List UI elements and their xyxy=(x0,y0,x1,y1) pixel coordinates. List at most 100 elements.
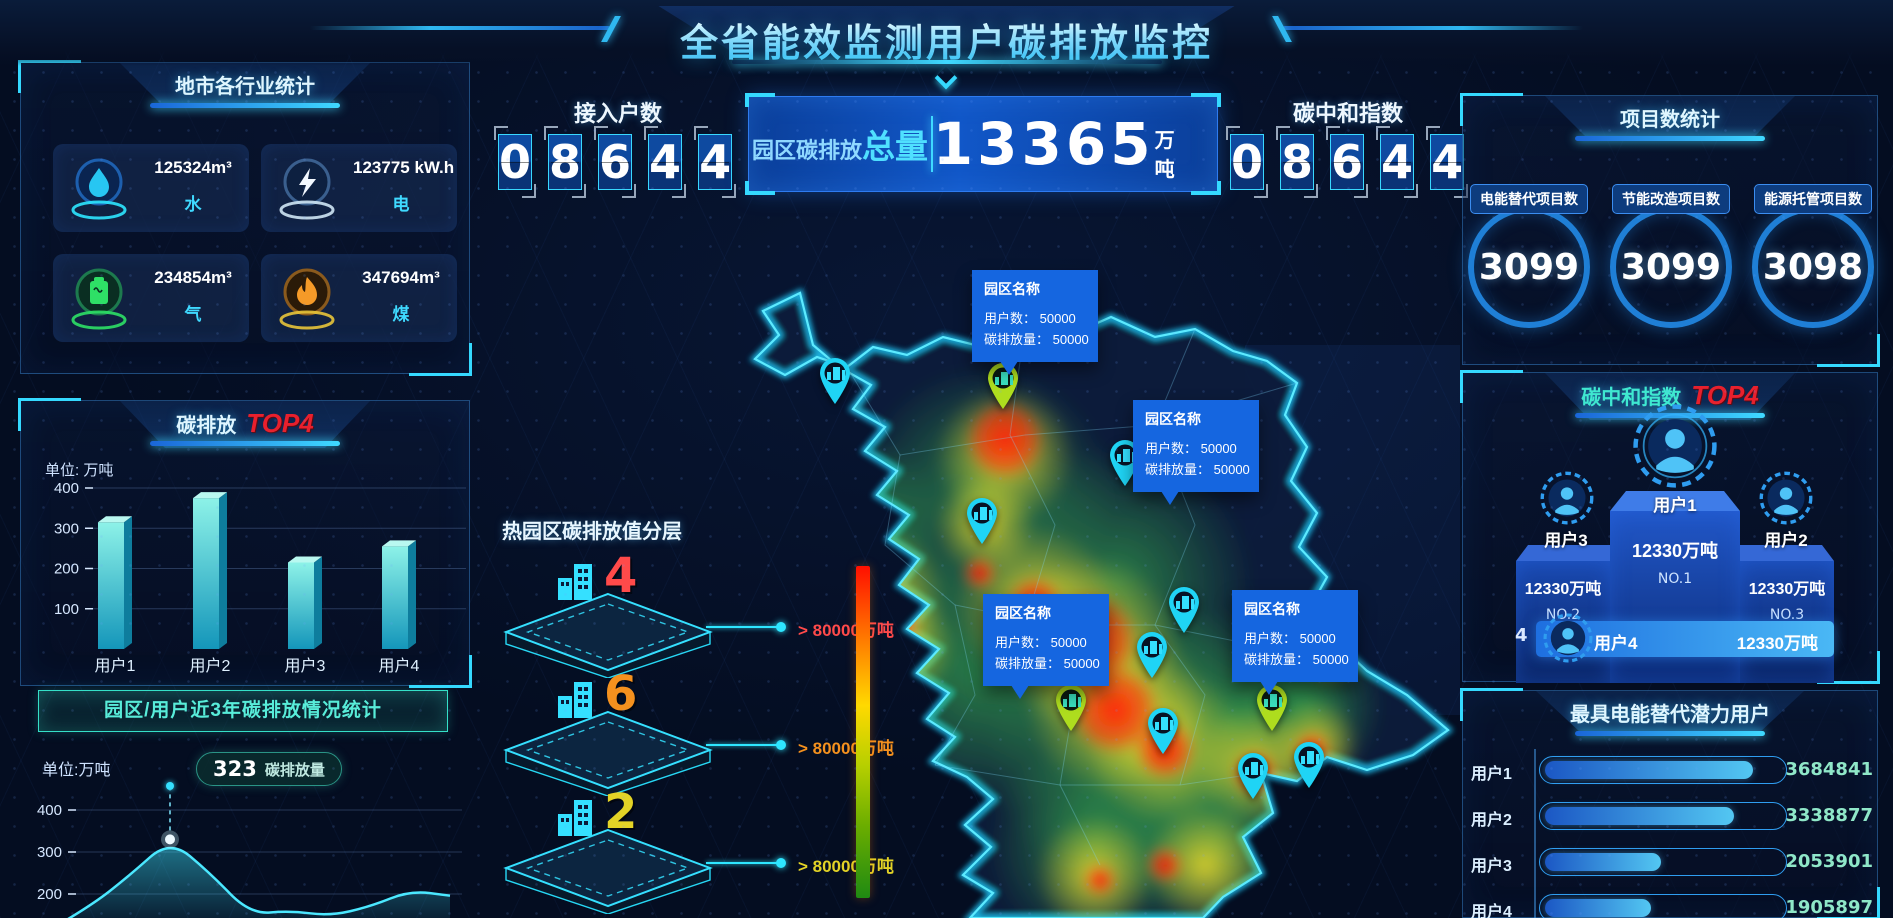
trend-unit: 单位:万吨 xyxy=(42,762,111,779)
svg-text:用户3: 用户3 xyxy=(285,657,326,675)
map-pin-cyan[interactable] xyxy=(964,497,1000,545)
building-icon xyxy=(558,682,592,718)
stat-label: 煤 xyxy=(392,305,410,324)
emission-top4-panel: 碳排放 TOP4 单位: 万吨 400 300 200 100 用户1 用户2 用户3 用户4 xyxy=(18,398,472,688)
user-name: 用户2 xyxy=(1471,812,1512,829)
gas-icon xyxy=(71,268,127,330)
map-tooltip: 园区名称 用户数： 50000 碳排放量： 50000 xyxy=(972,270,1098,375)
map-pin-cyan[interactable] xyxy=(1291,741,1327,789)
digit: 6 xyxy=(1330,134,1365,190)
layer-item: 2 > 80000万吨 xyxy=(498,784,898,914)
stat-card-coal: 347694m³ 煤 xyxy=(261,254,457,342)
access-count-digits: 0 8 6 4 4 xyxy=(494,126,737,198)
header-decoration-right xyxy=(1283,26,1583,30)
trend-marker-dot xyxy=(166,782,174,790)
project-value: 3099 xyxy=(1620,246,1722,288)
emission-top4-bar-chart: 400 300 200 100 用户1 用户2 用户3 用户4 xyxy=(54,481,466,675)
total-emission-card: 园区碳排放总量 13365 万吨 xyxy=(745,93,1221,195)
map-pin-cyan[interactable] xyxy=(1134,631,1170,679)
svg-text:用户1: 用户1 xyxy=(95,657,136,675)
header: 全省能效监测用户碳排放监控 xyxy=(0,0,1893,90)
user-name: 用户1 xyxy=(1471,766,1512,783)
access-count-label: 接入户数 xyxy=(573,101,662,126)
title-underline xyxy=(731,60,1162,64)
podium-third-name: 用户2 xyxy=(1764,531,1808,550)
project-label: 电能替代项目数 xyxy=(1470,184,1588,214)
podium-third-rank: NO.3 xyxy=(1769,607,1805,623)
trend-stats-button[interactable]: 园区/用户近3年碳排放情况统计 xyxy=(38,690,448,732)
user-value: 1905897 xyxy=(1785,897,1873,918)
progress-track xyxy=(1539,756,1787,784)
platform-graphic xyxy=(503,828,713,914)
project-stat: 电能替代项目数 3099 xyxy=(1459,184,1599,328)
potential-row: 用户4 1905897 xyxy=(1463,891,1879,918)
project-ring: 3099 xyxy=(1468,206,1590,328)
progress-fill xyxy=(1545,853,1661,871)
coal-icon xyxy=(279,268,335,330)
map-pin-cyan[interactable] xyxy=(1235,752,1271,800)
page-title: 全省能效监测用户碳排放监控 xyxy=(680,12,1213,67)
digit: 4 xyxy=(698,134,733,190)
podium-top-face xyxy=(1610,491,1740,511)
stat-value: 347694m³ xyxy=(362,268,440,287)
trend-tooltip: 323 碳排放量 xyxy=(196,752,342,786)
map-pin-green[interactable] xyxy=(1053,684,1089,732)
tab-underline xyxy=(1575,731,1765,736)
svg-text:200: 200 xyxy=(37,886,62,903)
map-pin-green[interactable] xyxy=(1254,684,1290,732)
digit: 6 xyxy=(598,134,633,190)
project-label: 能源托管项目数 xyxy=(1754,184,1872,214)
podium-first-name: 用户1 xyxy=(1653,496,1697,515)
user-value: 2053901 xyxy=(1785,851,1873,872)
stat-value: 125324m³ xyxy=(154,158,232,177)
potential-row: 用户3 2053901 xyxy=(1463,845,1879,881)
stat-card-water: 125324m³ 水 xyxy=(53,144,249,232)
user-value: 3338877 xyxy=(1785,805,1873,826)
user-avatar-icon xyxy=(1540,471,1594,525)
stat-card-gas: 234854m³ 气 xyxy=(53,254,249,342)
user-name: 用户4 xyxy=(1471,904,1512,918)
potential-row: 用户2 3338877 xyxy=(1463,799,1879,835)
digit: 8 xyxy=(548,134,583,190)
digit: 4 xyxy=(1380,134,1415,190)
map-pin-cyan[interactable] xyxy=(1145,707,1181,755)
corner-bracket xyxy=(1191,93,1221,107)
platform-graphic xyxy=(503,710,713,796)
user-name: 用户3 xyxy=(1471,858,1512,875)
top4-accent: TOP4 xyxy=(246,408,314,438)
svg-text:200: 200 xyxy=(54,561,79,578)
project-value: 3099 xyxy=(1478,246,1580,288)
digit: 4 xyxy=(1430,134,1465,190)
layer-threshold: > 80000万吨 xyxy=(798,739,894,758)
svg-text:400: 400 xyxy=(54,481,79,497)
map-pin-cyan[interactable] xyxy=(1166,586,1202,634)
building-icon xyxy=(558,800,592,836)
user-avatar-icon xyxy=(1759,471,1813,525)
podium-third-value: 12330万吨 xyxy=(1748,581,1826,598)
emission-top4-unit: 单位: 万吨 xyxy=(45,462,114,479)
svg-text:用户2: 用户2 xyxy=(190,657,231,675)
progress-fill xyxy=(1545,899,1652,917)
layer-item: 6 > 80000万吨 xyxy=(498,666,898,796)
project-ring: 3099 xyxy=(1610,206,1732,328)
digit: 8 xyxy=(1280,134,1315,190)
chevron-down-icon xyxy=(934,66,957,90)
user-avatar-icon xyxy=(1543,613,1593,663)
stat-label: 气 xyxy=(184,305,202,324)
project-stat: 节能改造项目数 3099 xyxy=(1601,184,1741,328)
axis-line xyxy=(1534,749,1536,918)
neutral-top4-title: 碳中和指数 TOP4 xyxy=(1545,373,1795,420)
neutral-top4-panel: 碳中和指数 TOP4 用户1 12330万吨 NO.1 用户3 xyxy=(1460,370,1880,684)
stat-label: 水 xyxy=(184,195,202,214)
map-pin-cyan[interactable] xyxy=(817,357,853,405)
potential-users-title: 最具电能替代潜力用户 xyxy=(1536,691,1804,736)
podium-top-face xyxy=(1516,545,1610,561)
podium-first-box: 12330万吨 NO.1 xyxy=(1610,511,1740,683)
emission-top4-title: 碳排放 TOP4 xyxy=(120,401,370,448)
electricity-icon xyxy=(279,158,335,220)
industry-stats-panel: 地市各行业统计 125324m³ 水 123775 kW.h 电 xyxy=(18,60,472,376)
neutral-index-digits: 0 8 6 4 4 xyxy=(1226,126,1469,198)
trend-area-chart: 400 300 200 xyxy=(37,790,462,918)
trend-tooltip-label: 碳排放量 xyxy=(264,761,325,779)
corner-bracket xyxy=(745,181,775,195)
